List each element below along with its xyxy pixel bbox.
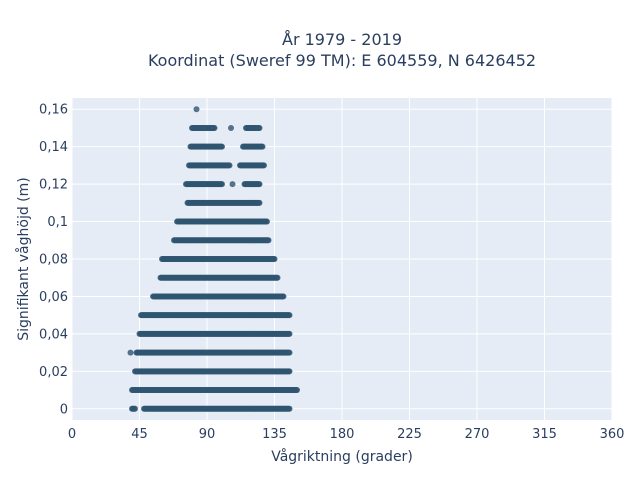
data-point (228, 124, 234, 131)
x-axis-title: Vågriktning (grader) (271, 448, 413, 465)
x-tick-label: 180 (330, 427, 355, 442)
x-tick-label: 0 (68, 427, 76, 442)
y-tick-label: 0,04 (39, 327, 68, 342)
data-point (280, 293, 287, 300)
data-point (211, 124, 218, 131)
x-tick-label: 225 (397, 427, 422, 442)
data-point (229, 181, 236, 188)
data-point (193, 106, 200, 113)
data-point (132, 405, 138, 412)
y-axis-ticks: 0 0,02 0,04 0,06 0,08 0,1 0,12 0,14 0,16 (39, 103, 68, 418)
data-point (286, 330, 293, 337)
x-tick-label: 45 (131, 427, 148, 442)
x-tick-label: 135 (262, 427, 287, 442)
data-point (294, 387, 300, 394)
data-point (274, 274, 281, 281)
x-tick-label: 270 (465, 427, 490, 442)
chart-title-line-1: År 1979 - 2019 (282, 30, 402, 49)
y-tick-label: 0 (60, 402, 68, 417)
data-point (286, 349, 293, 356)
y-tick-label: 0,08 (39, 253, 68, 268)
x-tick-label: 90 (199, 427, 216, 442)
data-point (219, 181, 225, 188)
data-point (271, 256, 278, 262)
data-point (286, 405, 293, 412)
chart-title-line-2: Koordinat (Sweref 99 TM): E 604559, N 64… (148, 51, 536, 70)
data-point (256, 199, 263, 206)
y-tick-label: 0,06 (39, 290, 68, 305)
y-tick-label: 0,16 (39, 103, 68, 118)
data-point (256, 124, 263, 131)
data-point (127, 349, 134, 356)
data-point (261, 162, 267, 169)
data-points (127, 106, 300, 412)
y-tick-label: 0,14 (39, 140, 68, 155)
data-point (226, 162, 233, 169)
data-point (265, 237, 272, 244)
y-tick-label: 0,12 (39, 178, 68, 193)
data-point (256, 181, 263, 188)
data-point (219, 143, 225, 150)
x-axis-ticks: 0 45 90 135 180 225 270 315 360 (68, 427, 625, 442)
y-axis-title: Signifikant våghöjd (m) (15, 177, 32, 340)
y-tick-label: 0,02 (39, 365, 68, 380)
x-tick-label: 315 (532, 427, 557, 442)
data-point (286, 368, 293, 375)
y-tick-label: 0,1 (47, 215, 68, 230)
data-point (264, 218, 270, 225)
data-point (286, 312, 293, 319)
data-point (259, 143, 266, 150)
x-tick-label: 360 (600, 427, 625, 442)
gridlines (71, 98, 613, 420)
